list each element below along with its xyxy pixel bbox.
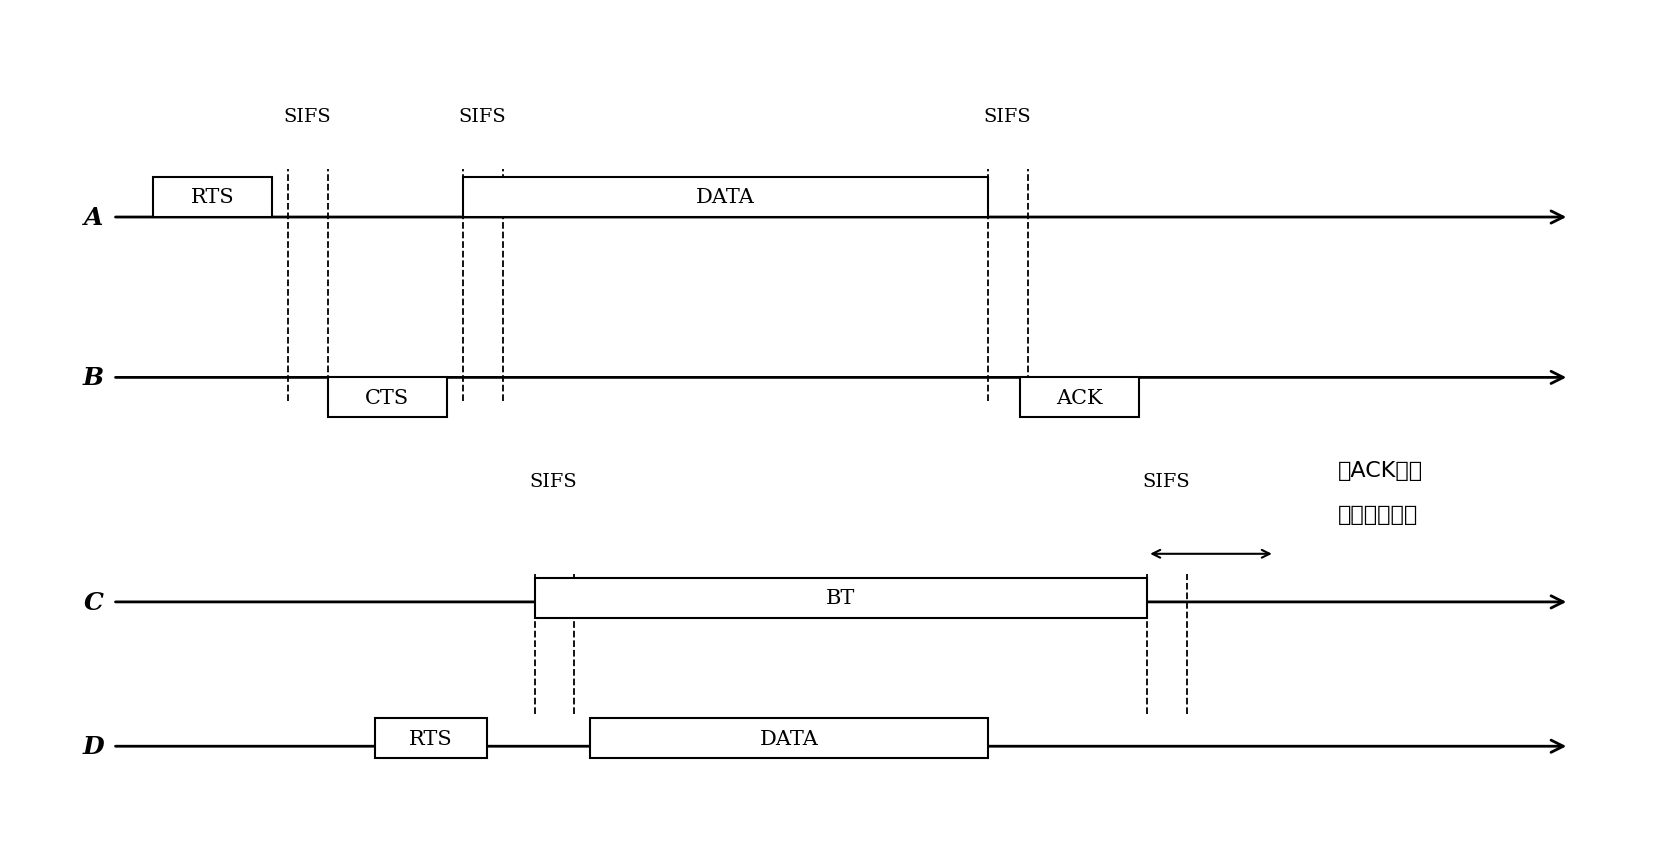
Text: B: B xyxy=(83,366,104,390)
Text: 与ACK帧的: 与ACK帧的 xyxy=(1337,460,1423,480)
Text: RTS: RTS xyxy=(191,188,234,207)
Text: CTS: CTS xyxy=(365,389,409,407)
Bar xyxy=(534,579,1147,619)
Text: DATA: DATA xyxy=(696,188,754,207)
Text: SIFS: SIFS xyxy=(983,107,1031,126)
Text: RTS: RTS xyxy=(409,728,452,748)
Text: ACK: ACK xyxy=(1056,389,1102,407)
Text: SIFS: SIFS xyxy=(457,107,505,126)
Bar xyxy=(374,718,487,758)
Text: A: A xyxy=(85,206,103,230)
Text: BT: BT xyxy=(825,589,855,607)
Bar xyxy=(462,178,988,218)
Text: 持续时间相同: 持续时间相同 xyxy=(1337,504,1418,524)
Text: SIFS: SIFS xyxy=(530,472,577,490)
Bar xyxy=(590,718,988,758)
Bar xyxy=(152,178,272,218)
Text: DATA: DATA xyxy=(759,728,819,748)
Text: D: D xyxy=(83,734,104,758)
Bar xyxy=(328,378,447,418)
Text: SIFS: SIFS xyxy=(1142,472,1190,490)
Text: SIFS: SIFS xyxy=(283,107,330,126)
Text: C: C xyxy=(83,590,103,614)
Bar xyxy=(1019,378,1138,418)
